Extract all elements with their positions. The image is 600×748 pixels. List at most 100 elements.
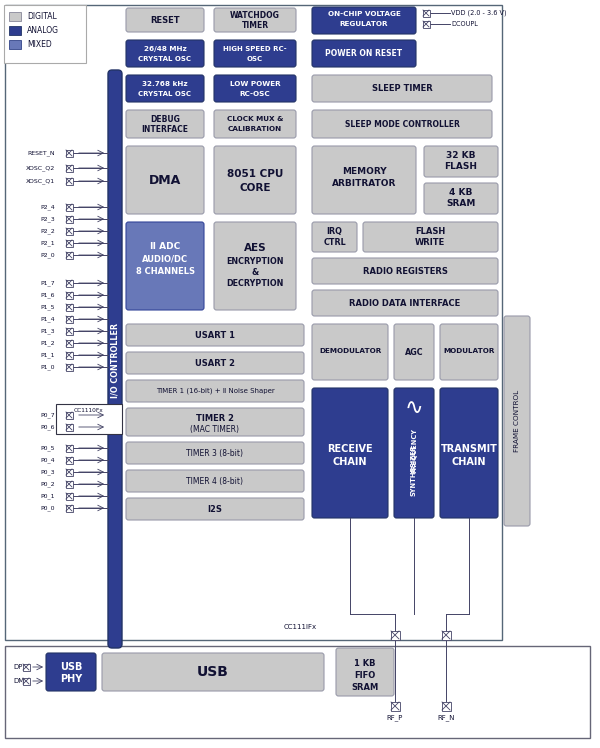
Text: ENCRYPTION: ENCRYPTION: [226, 257, 284, 266]
Bar: [65, 411, 73, 418]
Text: CLOCK MUX &: CLOCK MUX &: [227, 116, 283, 122]
Text: P2_1: P2_1: [40, 240, 55, 246]
Bar: [442, 702, 451, 711]
Text: P0_1: P0_1: [41, 493, 55, 499]
FancyBboxPatch shape: [394, 388, 434, 518]
FancyBboxPatch shape: [126, 110, 204, 138]
Text: DIGITAL: DIGITAL: [27, 12, 57, 21]
Text: MEMORY: MEMORY: [341, 167, 386, 176]
Text: CTRL: CTRL: [323, 238, 346, 247]
Bar: [9, 40, 21, 49]
Text: USART 2: USART 2: [195, 358, 235, 367]
Text: P0_5: P0_5: [41, 445, 55, 451]
Bar: [65, 364, 73, 370]
Text: TIMER 2: TIMER 2: [196, 414, 234, 423]
Text: XOSC_Q1: XOSC_Q1: [26, 178, 55, 184]
Text: 26/48 MHz: 26/48 MHz: [143, 46, 187, 52]
Text: P0_7: P0_7: [40, 412, 55, 418]
Text: SRAM: SRAM: [352, 682, 379, 691]
Text: FIFO: FIFO: [355, 670, 376, 679]
Bar: [65, 227, 73, 235]
Text: SLEEP TIMER: SLEEP TIMER: [371, 84, 433, 93]
Bar: [5, 646, 590, 738]
Text: SLEEP MODE CONTROLLER: SLEEP MODE CONTROLLER: [344, 120, 460, 129]
Text: P1_5: P1_5: [41, 304, 55, 310]
Text: REGULATOR: REGULATOR: [340, 21, 388, 27]
Text: 32.768 kHz: 32.768 kHz: [142, 81, 188, 87]
Text: I2S: I2S: [208, 504, 223, 513]
Text: ON-CHIP VOLTAGE: ON-CHIP VOLTAGE: [328, 11, 400, 17]
Text: USB: USB: [60, 662, 82, 672]
FancyBboxPatch shape: [440, 388, 498, 518]
Text: DP: DP: [13, 664, 22, 670]
Bar: [442, 631, 451, 640]
FancyBboxPatch shape: [312, 258, 498, 284]
Text: Ⅱ ADC: Ⅱ ADC: [150, 242, 180, 251]
Text: AGC: AGC: [404, 348, 424, 357]
FancyBboxPatch shape: [312, 290, 498, 316]
Bar: [65, 150, 73, 156]
Text: DM: DM: [13, 678, 24, 684]
Bar: [65, 444, 73, 452]
Text: 32 KB: 32 KB: [446, 150, 476, 159]
Bar: [65, 239, 73, 247]
Text: P2_2: P2_2: [40, 228, 55, 234]
Text: FLASH: FLASH: [445, 162, 478, 171]
Text: FRAME CONTROL: FRAME CONTROL: [514, 390, 520, 452]
FancyBboxPatch shape: [108, 70, 122, 648]
FancyBboxPatch shape: [126, 408, 304, 436]
FancyBboxPatch shape: [312, 146, 416, 214]
Text: DMA: DMA: [149, 174, 181, 186]
Text: P0_4: P0_4: [40, 457, 55, 463]
Text: CC1110Fx: CC1110Fx: [74, 408, 104, 412]
FancyBboxPatch shape: [126, 222, 204, 310]
FancyBboxPatch shape: [504, 316, 530, 526]
Text: 8 CHANNELS: 8 CHANNELS: [136, 266, 194, 275]
Text: RF_N: RF_N: [437, 714, 455, 721]
Bar: [65, 280, 73, 286]
Text: ANALOG: ANALOG: [27, 26, 59, 35]
FancyBboxPatch shape: [214, 75, 296, 102]
Text: CRYSTAL OSC: CRYSTAL OSC: [139, 91, 191, 97]
Text: P2_0: P2_0: [40, 252, 55, 258]
Bar: [65, 316, 73, 322]
Text: P1_4: P1_4: [40, 316, 55, 322]
Text: RC-OSC: RC-OSC: [239, 91, 271, 97]
Text: ∿: ∿: [404, 398, 424, 418]
Text: OSC: OSC: [247, 56, 263, 62]
FancyBboxPatch shape: [312, 7, 416, 34]
Text: P1_1: P1_1: [41, 352, 55, 358]
Text: TIMER 1 (16-bit) + Ⅱ Noise Shaper: TIMER 1 (16-bit) + Ⅱ Noise Shaper: [155, 387, 274, 394]
Text: WRITE: WRITE: [415, 238, 445, 247]
FancyBboxPatch shape: [102, 653, 324, 691]
Bar: [9, 12, 21, 21]
Text: DECRYPTION: DECRYPTION: [226, 278, 284, 287]
Bar: [65, 340, 73, 346]
Bar: [65, 203, 73, 210]
Bar: [65, 251, 73, 259]
Text: XOSC_Q2: XOSC_Q2: [26, 165, 55, 171]
Bar: [422, 10, 430, 16]
Bar: [65, 165, 73, 171]
Text: &: &: [251, 268, 259, 277]
Bar: [65, 456, 73, 464]
Text: P2_4: P2_4: [40, 204, 55, 210]
Bar: [65, 480, 73, 488]
Text: P1_3: P1_3: [40, 328, 55, 334]
Text: 8051 CPU: 8051 CPU: [227, 169, 283, 179]
Text: P2_3: P2_3: [40, 216, 55, 222]
Bar: [391, 631, 400, 640]
FancyBboxPatch shape: [214, 40, 296, 67]
Bar: [65, 177, 73, 185]
Text: HIGH SPEED RC-: HIGH SPEED RC-: [223, 46, 287, 52]
Bar: [65, 468, 73, 476]
Text: MIXED: MIXED: [27, 40, 52, 49]
Text: TIMER 4 (8-bit): TIMER 4 (8-bit): [187, 476, 244, 485]
Text: TIMER 3 (8-bit): TIMER 3 (8-bit): [187, 449, 244, 458]
FancyBboxPatch shape: [363, 222, 498, 252]
Text: SRAM: SRAM: [446, 198, 476, 207]
Text: P0_2: P0_2: [40, 481, 55, 487]
FancyBboxPatch shape: [312, 40, 416, 67]
Text: VDD (2.0 - 3.6 V): VDD (2.0 - 3.6 V): [451, 10, 506, 16]
FancyBboxPatch shape: [126, 75, 204, 102]
